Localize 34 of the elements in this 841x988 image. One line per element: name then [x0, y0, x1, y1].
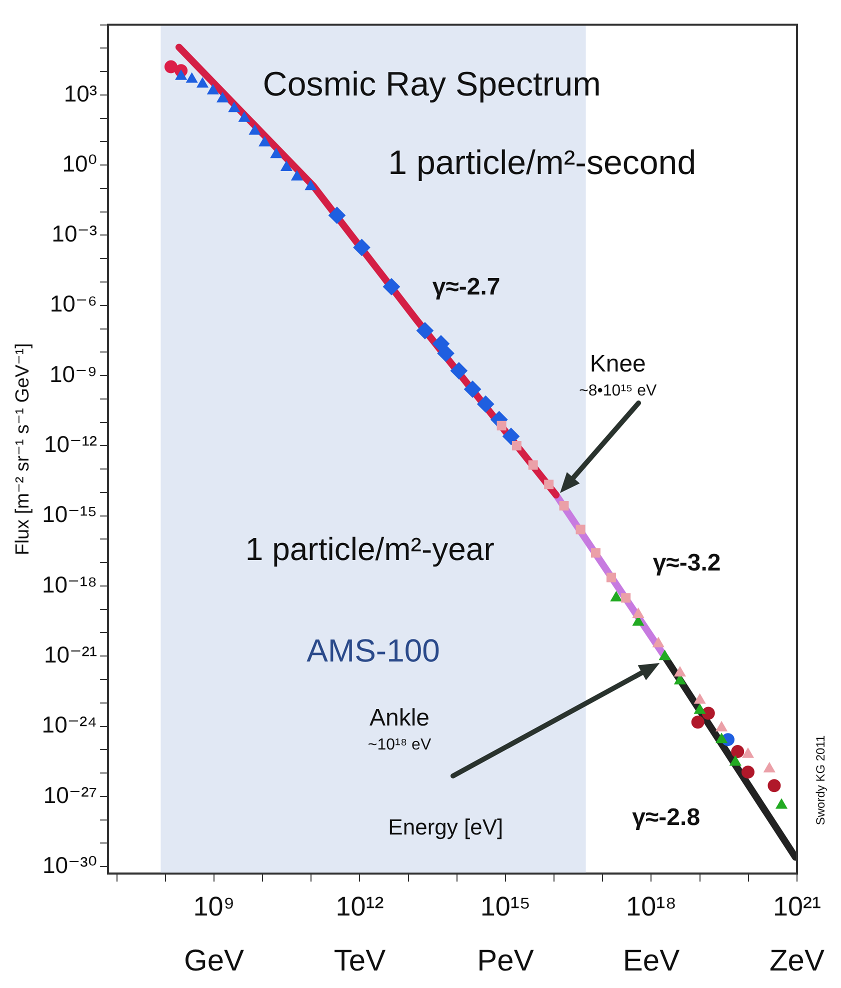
x-tick-label: 10¹⁸ — [626, 891, 676, 922]
annotation: γ≈-3.2 — [652, 549, 721, 576]
text: EeV — [622, 944, 680, 978]
y-tick-label: 10⁻³ — [52, 220, 98, 247]
text: PeV — [477, 944, 534, 978]
y-tick-label: 10⁻¹⁵ — [42, 501, 98, 528]
text: Cosmic Ray Spectrum — [262, 65, 601, 104]
x-tick-label: 10¹⁵ — [480, 891, 531, 922]
y-tick-label: 10⁻²¹ — [44, 641, 98, 668]
annotation: Knee ~8•10¹⁵ eV — [579, 350, 658, 400]
y-tick-label: 10⁻⁹ — [49, 360, 98, 387]
annotation: γ≈-2.7 — [432, 274, 500, 301]
text: ZeV — [769, 944, 825, 978]
x-tick-label: 10²¹ — [772, 891, 822, 922]
text: Swordy KG 2011 — [813, 734, 828, 826]
y-tick-label: 10⁻³⁰ — [42, 852, 98, 878]
text: GeV — [184, 944, 244, 978]
x-tick-label: 10⁹ — [193, 891, 235, 922]
y-tick-label: 10⁻¹⁸ — [42, 571, 98, 598]
y-tick-label: 10⁰ — [62, 150, 98, 176]
annotation: 1 particle/m²-year — [245, 530, 495, 567]
x-tick-label: 10¹² — [336, 891, 384, 922]
y-tick-label: 10⁻²⁴ — [42, 712, 98, 738]
y-tick-label: 10⁻¹² — [44, 431, 98, 458]
x-axis-title: Energy [eV] — [388, 814, 504, 840]
y-tick-label: 10⁻⁶ — [50, 290, 98, 317]
y-axis-title: Flux [m⁻² sr⁻¹ s⁻¹ GeV⁻¹] — [12, 343, 34, 556]
annotation: Ankle ~10¹⁸ eV — [368, 704, 432, 754]
y-tick-label: 10⁻²⁷ — [43, 782, 98, 808]
annotation: 1 particle/m²-second — [388, 144, 696, 182]
text: TeV — [334, 944, 386, 978]
y-tick-label: 10³ — [64, 80, 98, 106]
annotation: γ≈-2.8 — [632, 804, 700, 832]
band-label: AMS-100 — [306, 632, 440, 669]
